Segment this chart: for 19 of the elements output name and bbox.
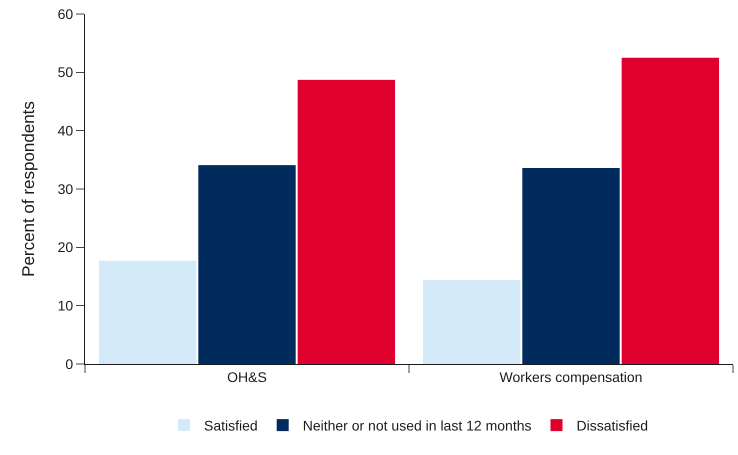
bar — [522, 168, 620, 364]
bar — [622, 58, 720, 364]
legend-label: Neither or not used in last 12 months — [302, 418, 532, 434]
x-tick-label: OH&S — [227, 368, 267, 385]
bar — [422, 280, 520, 364]
bar — [298, 80, 396, 364]
y-tick-label: 50 — [58, 64, 74, 80]
y-axis-title: Percent of respondents — [19, 101, 38, 277]
y-tick-label: 40 — [58, 122, 74, 139]
y-tick-label: 20 — [58, 239, 74, 256]
y-tick-label: 0 — [65, 356, 74, 372]
x-tick-label: Workers compensation — [500, 368, 642, 385]
legend-label: Dissatisfied — [576, 418, 648, 434]
y-tick-label: 30 — [58, 180, 74, 197]
bar — [198, 165, 296, 364]
legend-label: Satisfied — [204, 418, 258, 434]
y-tick-label: 10 — [58, 298, 74, 314]
y-tick-label: 60 — [58, 6, 74, 22]
bar — [98, 260, 196, 364]
